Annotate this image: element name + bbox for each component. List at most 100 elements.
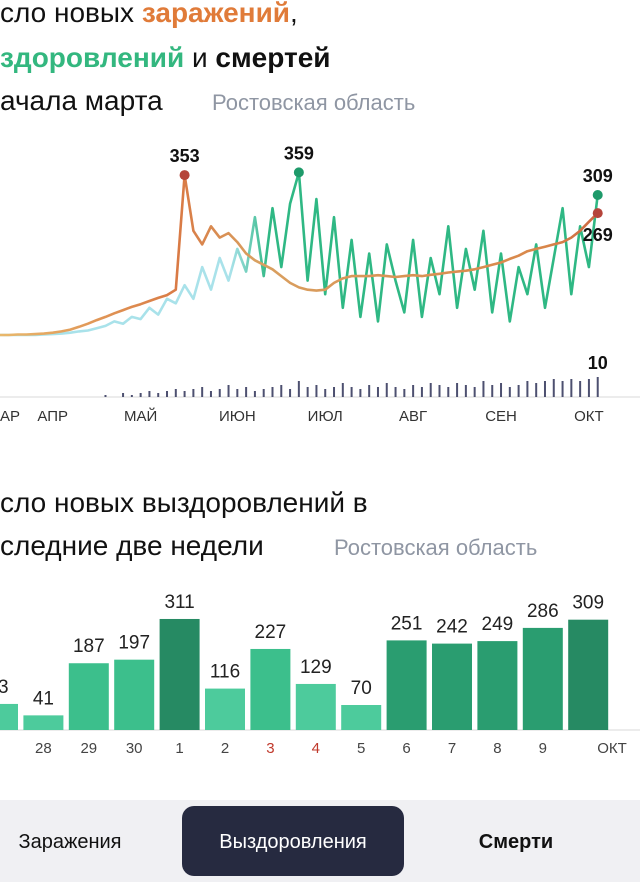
death-bar	[412, 385, 415, 397]
subtitle: Ростовская область	[212, 90, 415, 115]
x-tick-label: АПР	[37, 408, 68, 425]
subtitle: Ростовская область	[334, 535, 537, 560]
title-part: и	[192, 42, 208, 73]
x-tick-label: ОКТ	[574, 408, 604, 425]
death-bar	[376, 387, 379, 397]
death-bar	[420, 387, 423, 397]
x-tick-label: 2	[221, 740, 229, 757]
x-tick-label: 8	[493, 740, 501, 757]
title-part: ачала марта	[0, 85, 163, 116]
title-part: заражений	[142, 0, 290, 28]
death-bar	[385, 383, 388, 397]
death-bar	[218, 389, 221, 397]
death-bar	[289, 389, 292, 397]
death-bar	[500, 383, 503, 397]
bar	[341, 705, 382, 730]
x-tick-label: 6	[402, 740, 410, 757]
point-dot	[179, 170, 190, 181]
x-tick-label: 5	[357, 740, 365, 757]
death-bar	[464, 385, 467, 397]
data-label: 251	[391, 613, 423, 634]
x-tick-label: 1	[175, 740, 183, 757]
data-label: 286	[527, 601, 559, 622]
death-bar	[122, 393, 125, 397]
death-bar	[236, 389, 239, 397]
bar	[159, 618, 200, 730]
data-label: 311	[164, 592, 194, 613]
death-bar	[429, 383, 432, 397]
death-bar	[543, 381, 546, 397]
bar	[23, 715, 64, 730]
x-tick-label: ИЮЛ	[308, 408, 343, 425]
title-part: здоровлений	[0, 42, 184, 73]
series-line	[0, 171, 599, 337]
x-tick-label: 3	[266, 740, 274, 757]
x-tick-label: АР	[0, 408, 20, 425]
bar	[522, 627, 563, 730]
title-line: ачала марта	[0, 85, 163, 116]
death-bar	[148, 391, 151, 397]
bar	[568, 619, 609, 730]
x-tick-label: СЕН	[485, 408, 517, 425]
death-bar	[491, 385, 494, 397]
chart-title: сло новых выздоровлений в	[0, 487, 368, 518]
point-dot	[592, 208, 603, 219]
data-label: 73	[0, 677, 9, 698]
bar	[0, 703, 18, 730]
death-bar	[438, 385, 441, 397]
death-bar	[280, 385, 283, 397]
death-bar	[579, 381, 582, 397]
data-label: 129	[300, 657, 332, 678]
death-bar	[341, 383, 344, 397]
data-label: 10	[588, 353, 608, 373]
title-line: сло новых заражений,	[0, 0, 298, 28]
x-tick-label: 7	[448, 740, 456, 757]
data-label: 41	[33, 688, 54, 709]
title-part: ,	[290, 0, 298, 28]
tab[interactable]: Выздоровления	[219, 831, 367, 853]
point-dot	[293, 167, 304, 178]
x-tick-label: 28	[35, 740, 52, 757]
death-bar	[587, 379, 590, 397]
death-bar	[157, 393, 160, 397]
death-bar	[297, 381, 300, 397]
death-bar	[561, 381, 564, 397]
x-tick-label: АВГ	[399, 408, 427, 425]
data-label: 242	[436, 617, 468, 638]
x-tick-label: ИЮН	[219, 408, 256, 425]
data-label: 197	[118, 633, 150, 654]
data-label: 353	[170, 146, 200, 166]
death-bar	[552, 379, 555, 397]
data-label: 359	[284, 143, 314, 163]
bar	[250, 648, 291, 730]
tab[interactable]: Смерти	[479, 831, 553, 853]
chart-title: следние две недели	[0, 530, 264, 561]
tab[interactable]: Заражения	[19, 831, 122, 853]
bar	[68, 663, 109, 730]
title-part: сло новых	[0, 0, 134, 28]
death-bar	[508, 387, 511, 397]
death-bar	[333, 387, 336, 397]
death-bar	[368, 385, 371, 397]
bar	[386, 640, 427, 730]
death-bar	[526, 381, 529, 397]
death-bar	[482, 381, 485, 397]
death-bar	[315, 385, 318, 397]
death-bar	[394, 387, 397, 397]
death-bar	[271, 387, 274, 397]
death-bar	[245, 387, 248, 397]
data-label: 309	[583, 166, 613, 186]
death-bar	[447, 387, 450, 397]
death-bar	[139, 393, 142, 397]
bar	[205, 688, 245, 730]
x-tick-label: МАЙ	[124, 407, 157, 425]
death-bar	[104, 395, 107, 397]
title-part: смертей	[215, 42, 330, 73]
data-label: 249	[482, 614, 514, 635]
data-label: 70	[351, 678, 372, 699]
death-bar	[306, 387, 309, 397]
death-bar	[192, 389, 195, 397]
death-bar	[596, 377, 599, 397]
